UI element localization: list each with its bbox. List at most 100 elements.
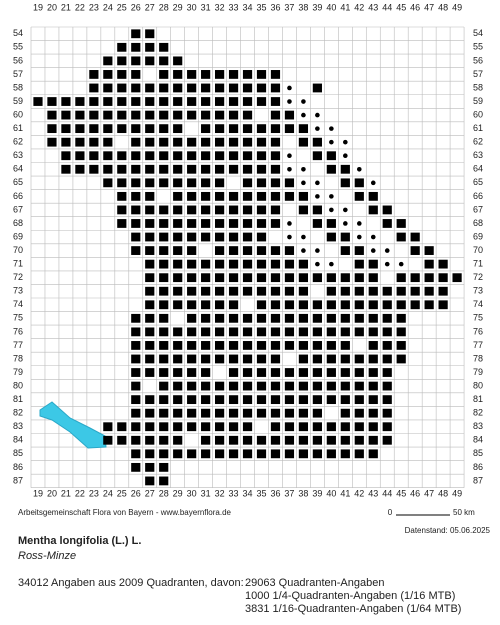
square-marker <box>214 341 225 350</box>
square-marker <box>354 191 364 201</box>
dot-marker <box>329 126 334 131</box>
square-marker <box>214 408 225 418</box>
column-label: 22 <box>75 488 85 498</box>
square-marker <box>159 341 169 350</box>
square-marker <box>354 300 364 310</box>
column-label: 38 <box>298 488 308 498</box>
dot-marker <box>287 99 292 104</box>
square-marker <box>326 219 336 228</box>
square-marker <box>173 232 183 242</box>
row-label: 56 <box>13 55 23 65</box>
square-marker <box>242 313 253 323</box>
column-label: 37 <box>284 488 294 498</box>
square-marker <box>131 42 141 52</box>
square-marker <box>214 286 225 296</box>
row-label: 87 <box>13 475 23 485</box>
square-marker <box>89 70 99 79</box>
square-marker <box>145 449 155 459</box>
square-marker <box>256 178 267 188</box>
square-marker <box>145 273 155 283</box>
column-label: 26 <box>131 2 141 12</box>
square-marker <box>214 435 225 445</box>
square-marker <box>256 300 267 310</box>
square-marker <box>131 368 141 377</box>
square-marker <box>242 191 253 201</box>
square-marker <box>270 164 281 174</box>
square-marker <box>270 327 281 337</box>
square-marker <box>201 97 211 106</box>
square-marker <box>61 124 71 134</box>
square-marker <box>242 341 253 350</box>
square-marker <box>187 395 197 405</box>
square-marker <box>201 70 211 79</box>
row-label: 62 <box>13 137 23 147</box>
column-label: 39 <box>312 2 322 12</box>
row-label: 57 <box>13 69 23 79</box>
square-marker <box>173 341 183 350</box>
square-marker <box>256 151 267 161</box>
square-marker <box>368 381 378 391</box>
square-marker <box>368 368 378 377</box>
square-marker <box>326 273 336 283</box>
grid: 19 19 20 20 21 21 22 22 23 23 24 24 25 25 26 26 27 27 28 28… <box>13 2 483 498</box>
square-marker <box>298 368 309 377</box>
square-marker <box>354 381 364 391</box>
square-marker <box>173 259 183 269</box>
square-marker <box>228 395 239 405</box>
square-marker <box>187 354 197 364</box>
square-marker <box>173 70 183 79</box>
species-name: Mentha longifolia (L.) L. <box>18 535 141 547</box>
square-marker <box>312 449 322 459</box>
square-marker <box>438 286 448 296</box>
square-marker <box>214 354 225 364</box>
square-marker <box>270 205 281 215</box>
square-marker <box>326 368 336 377</box>
square-marker <box>159 205 169 215</box>
square-marker <box>103 97 113 106</box>
square-marker <box>159 286 169 296</box>
column-label: 48 <box>438 488 448 498</box>
dot-marker <box>370 180 376 186</box>
square-marker <box>117 205 127 215</box>
square-marker <box>201 327 211 337</box>
square-marker <box>131 381 141 391</box>
row-label: 76 <box>473 326 483 336</box>
square-marker <box>117 219 127 228</box>
date: Datenstand: 05.06.2025 <box>405 526 491 535</box>
square-marker <box>256 327 267 337</box>
column-label: 31 <box>201 2 211 12</box>
square-marker <box>354 273 364 283</box>
square-marker <box>424 273 434 283</box>
row-label: 85 <box>473 448 483 458</box>
column-label: 20 <box>47 2 57 12</box>
square-marker <box>270 259 281 269</box>
square-marker <box>228 422 239 432</box>
square-marker <box>382 435 392 445</box>
square-marker <box>103 151 113 161</box>
square-marker <box>340 422 350 432</box>
dot-marker <box>315 194 320 199</box>
square-marker <box>201 259 211 269</box>
column-label: 34 <box>243 488 253 498</box>
square-marker <box>103 435 113 445</box>
square-marker <box>173 219 183 228</box>
column-label: 49 <box>452 488 462 498</box>
square-marker <box>242 232 253 242</box>
square-marker <box>228 70 239 79</box>
dot-marker <box>301 112 306 118</box>
square-marker <box>145 42 155 52</box>
dot-marker <box>356 234 362 240</box>
square-marker <box>145 29 155 39</box>
row-label: 83 <box>13 421 23 431</box>
column-label: 37 <box>284 2 294 12</box>
stats-line: 3831 1/16-Quadranten-Angaben (1/64 MTB) <box>245 603 461 615</box>
square-marker <box>131 408 141 418</box>
square-marker <box>284 422 295 432</box>
square-marker <box>159 151 169 161</box>
square-marker <box>312 422 322 432</box>
square-marker <box>131 178 141 188</box>
square-marker <box>326 164 336 174</box>
dot-marker <box>301 99 306 104</box>
square-marker <box>242 205 253 215</box>
markers <box>33 29 462 486</box>
